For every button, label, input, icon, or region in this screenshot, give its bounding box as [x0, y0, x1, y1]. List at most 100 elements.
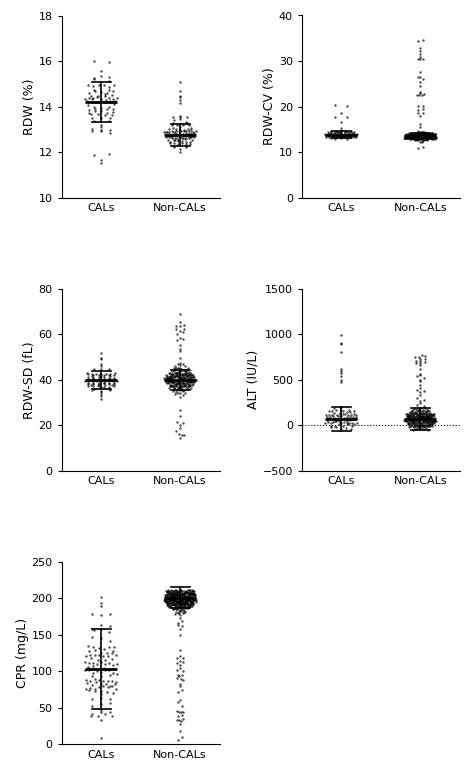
Point [176, 387, 184, 399]
Point [97, 386, 105, 398]
Point [337, 115, 345, 128]
Point [189, 600, 196, 612]
Point [419, 129, 427, 141]
Point [343, 412, 351, 424]
Point [171, 371, 178, 384]
Point [178, 596, 185, 608]
Point [166, 379, 173, 391]
Point [421, 408, 429, 421]
Point [410, 128, 418, 140]
Point [183, 593, 191, 605]
Point [410, 412, 417, 424]
Point [324, 416, 332, 429]
Point [189, 588, 196, 601]
Point [417, 126, 425, 139]
Point [173, 603, 181, 615]
Point [105, 373, 113, 385]
Point [423, 417, 430, 429]
Point [168, 587, 175, 599]
Point [97, 85, 105, 98]
Point [175, 589, 182, 601]
Point [110, 371, 118, 384]
Point [113, 375, 121, 388]
Point [179, 595, 187, 608]
Point [408, 129, 415, 141]
Point [432, 131, 439, 143]
Point [165, 374, 173, 386]
Point [176, 96, 184, 108]
Point [162, 589, 169, 601]
Point [417, 129, 424, 142]
Point [430, 408, 438, 420]
Point [82, 683, 90, 695]
Point [421, 419, 429, 432]
Point [170, 591, 178, 604]
Point [418, 131, 426, 143]
Point [184, 587, 192, 599]
Point [413, 126, 420, 139]
Point [417, 386, 424, 398]
Point [182, 601, 189, 614]
Point [178, 587, 185, 600]
Point [173, 652, 181, 664]
Point [95, 663, 102, 676]
Point [181, 593, 188, 605]
Point [408, 404, 416, 416]
Point [424, 128, 431, 140]
Point [405, 130, 413, 143]
Point [421, 129, 428, 142]
Point [179, 132, 187, 144]
Point [404, 129, 411, 142]
Point [340, 412, 348, 425]
Point [97, 358, 105, 370]
Point [413, 408, 421, 420]
Point [174, 619, 182, 632]
Point [432, 133, 439, 145]
Point [112, 649, 120, 662]
Point [164, 588, 172, 601]
Point [84, 368, 92, 381]
Point [333, 130, 341, 143]
Point [415, 133, 423, 146]
Point [107, 680, 114, 692]
Point [176, 319, 184, 332]
Point [176, 381, 183, 394]
Point [87, 108, 94, 120]
Point [187, 587, 195, 600]
Point [184, 128, 191, 140]
Point [176, 422, 184, 434]
Point [423, 415, 430, 428]
Point [170, 598, 177, 610]
Point [182, 367, 189, 379]
Point [339, 408, 346, 420]
Point [405, 132, 413, 144]
Point [178, 598, 186, 610]
Point [420, 414, 428, 426]
Point [418, 402, 425, 415]
Point [171, 608, 179, 620]
Point [420, 372, 428, 384]
Point [342, 125, 350, 137]
Point [413, 88, 420, 101]
Point [432, 415, 440, 427]
Point [172, 360, 179, 372]
Point [173, 656, 181, 669]
Point [173, 366, 180, 378]
Point [406, 420, 414, 432]
Point [412, 406, 420, 419]
Point [423, 413, 431, 425]
Point [350, 405, 357, 417]
Point [168, 380, 175, 392]
Point [418, 89, 426, 102]
Point [174, 592, 182, 604]
Point [419, 33, 426, 46]
Point [415, 132, 422, 144]
Point [174, 133, 182, 146]
Point [166, 600, 174, 612]
Point [417, 71, 424, 83]
Point [174, 588, 182, 601]
Point [100, 381, 108, 393]
Point [336, 408, 344, 421]
Point [181, 587, 188, 599]
Point [428, 409, 436, 422]
